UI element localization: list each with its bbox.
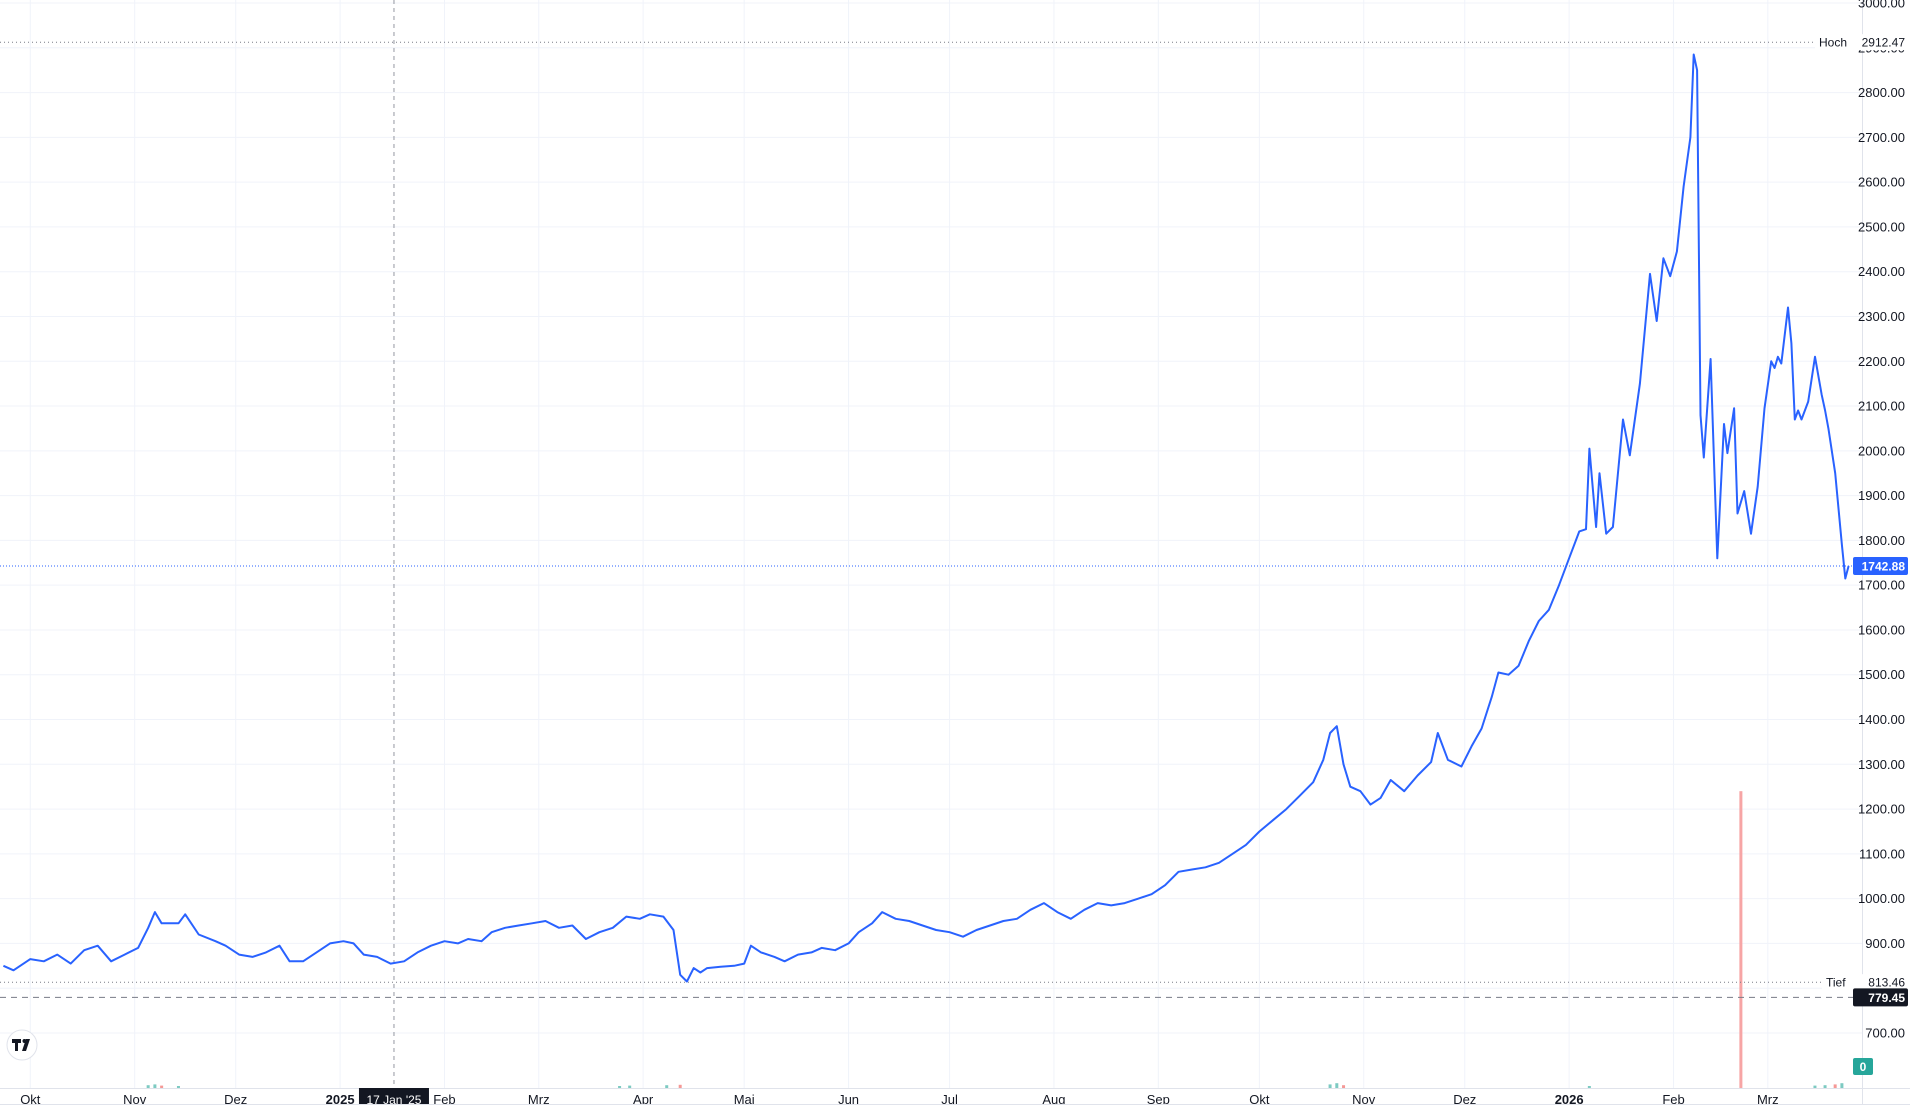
y-tick-label: 2500.00: [1858, 219, 1905, 234]
series-layer: [2, 53, 1850, 983]
volume-bar: [1833, 1084, 1837, 1088]
x-tick-label: Jun: [838, 1092, 859, 1107]
y-tick-label: 1900.00: [1858, 488, 1905, 503]
low-badge-bg: [1822, 974, 1908, 991]
volume-bar: [1342, 1085, 1346, 1088]
x-tick-label: Dez: [224, 1092, 247, 1107]
dashed-level-value: 779.45: [1868, 991, 1905, 1005]
x-tick-label: Mrz: [528, 1092, 550, 1107]
low-badge-value: 813.46: [1868, 976, 1905, 990]
cursor-date-badge: [358, 1088, 429, 1109]
y-tick-label: 2100.00: [1858, 399, 1905, 414]
y-tick-label: 2300.00: [1858, 309, 1905, 324]
volume-bar: [1823, 1085, 1827, 1088]
volume-bar: [628, 1085, 632, 1088]
y-tick-label: 2000.00: [1858, 443, 1905, 458]
level-lines: [0, 41, 1862, 998]
badges: Hoch 2912.47 Tief 813.46 1742.88 779.45 0 17 Ja…: [358, 34, 1908, 1109]
price-series-line: [2, 53, 1850, 983]
volume-bar: [678, 1084, 682, 1088]
y-tick-label: 1100.00: [1859, 846, 1905, 861]
y-tick-label: 1300.00: [1858, 757, 1905, 772]
y-tick-label: 900.00: [1865, 936, 1905, 951]
dashed-level-badge: [1853, 988, 1908, 1007]
x-tick-label: Nov: [1352, 1092, 1376, 1107]
y-tick-label: 2700.00: [1858, 130, 1905, 145]
volume-bar: [1840, 1083, 1844, 1088]
volume-bar: [618, 1086, 622, 1088]
x-tick-label: Jul: [941, 1092, 958, 1107]
y-tick-label: 2200.00: [1858, 354, 1905, 369]
x-tick-label: Okt: [20, 1092, 41, 1107]
cursor-date-label: 17 Jan '25: [366, 1093, 421, 1107]
bottom-scroll-strip[interactable]: [0, 1104, 1910, 1116]
y-tick-label: 2600.00: [1858, 175, 1905, 190]
y-tick-label: 2800.00: [1858, 85, 1905, 100]
x-tick-label: 2025: [326, 1092, 355, 1107]
logo-glyph-t: [12, 1039, 21, 1051]
volume-layer: [146, 791, 1844, 1088]
x-tick-label: Okt: [1249, 1092, 1270, 1107]
high-badge-label: Hoch: [1819, 36, 1847, 50]
y-tick-label: 1500.00: [1858, 667, 1905, 682]
volume-zero-badge: [1853, 1058, 1873, 1075]
volume-zero-value: 0: [1860, 1060, 1867, 1074]
last-price-badge: [1853, 556, 1908, 575]
low-badge-label: Tief: [1826, 976, 1846, 990]
x-tick-label: Nov: [123, 1092, 147, 1107]
x-tick-label: Mrz: [1757, 1092, 1779, 1107]
x-tick-label: Aug: [1042, 1092, 1065, 1107]
volume-bar: [1335, 1083, 1339, 1088]
x-axis[interactable]: Okt Nov Dez 2025 Feb Mrz Apr Mai Jun Jul Aug Sep Okt…: [20, 1092, 1778, 1107]
y-tick-label: 1000.00: [1858, 891, 1905, 906]
logo-circle: [6, 1029, 38, 1061]
y-tick-label: 2400.00: [1858, 264, 1905, 279]
x-tick-label: Mai: [734, 1092, 755, 1107]
y-axis[interactable]: 3000.002900.002800.002700.002600.002500.…: [1858, 0, 1905, 1041]
x-tick-label: Feb: [433, 1092, 455, 1107]
tradingview-logo-icon[interactable]: [6, 1029, 38, 1061]
volume-bar: [176, 1086, 180, 1088]
volume-bar: [160, 1085, 164, 1088]
x-tick-label: Dez: [1453, 1092, 1476, 1107]
volume-bar: [1328, 1084, 1332, 1088]
y-tick-label: 700.00: [1865, 1026, 1905, 1041]
y-tick-label: 1400.00: [1858, 712, 1905, 727]
y-tick-label: 1200.00: [1858, 802, 1905, 817]
x-tick-label: Sep: [1147, 1092, 1170, 1107]
y-tick-label: 3000.00: [1858, 0, 1905, 11]
volume-bar: [1813, 1085, 1817, 1088]
volume-bar: [153, 1084, 157, 1088]
high-badge-bg: [1815, 34, 1908, 51]
x-tick-label: Apr: [633, 1092, 654, 1107]
x-tick-label: Feb: [1662, 1092, 1684, 1107]
event-marker-bar: [1739, 791, 1743, 1088]
last-price-value: 1742.88: [1862, 559, 1906, 573]
y-tick-label: 1600.00: [1858, 622, 1905, 637]
volume-bar: [1587, 1086, 1591, 1088]
high-badge-value: 2912.47: [1862, 36, 1906, 50]
y-tick-label: 1700.00: [1858, 578, 1905, 593]
x-tick-label: 2026: [1555, 1092, 1584, 1107]
volume-bar: [665, 1085, 669, 1088]
volume-bar: [146, 1085, 150, 1088]
y-tick-label: 1800.00: [1858, 533, 1905, 548]
logo-glyph-v: [22, 1039, 30, 1051]
